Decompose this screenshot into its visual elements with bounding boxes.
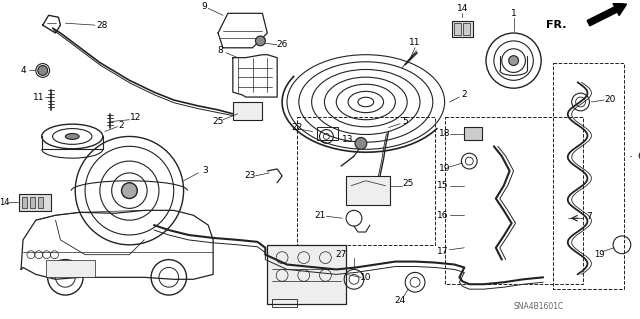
Text: 7: 7 — [587, 212, 592, 221]
Text: 26: 26 — [276, 40, 288, 49]
Circle shape — [509, 56, 518, 65]
Text: 19: 19 — [594, 250, 605, 259]
Text: 11: 11 — [410, 38, 421, 48]
Text: FR.: FR. — [547, 20, 567, 30]
Bar — [38, 197, 43, 208]
Text: 16: 16 — [437, 211, 449, 220]
Bar — [445, 117, 582, 284]
Text: 22: 22 — [291, 123, 303, 132]
Bar — [19, 194, 51, 211]
Bar — [297, 117, 435, 245]
Text: 9: 9 — [202, 2, 207, 11]
Text: 11: 11 — [33, 93, 45, 101]
Bar — [272, 299, 297, 307]
Bar — [346, 176, 390, 205]
Text: 21: 21 — [315, 211, 326, 220]
Bar — [268, 245, 346, 304]
Bar — [45, 260, 95, 277]
Text: 12: 12 — [130, 113, 141, 122]
Circle shape — [255, 36, 266, 46]
Text: 14: 14 — [457, 4, 468, 13]
Text: 24: 24 — [395, 296, 406, 306]
Bar — [30, 197, 35, 208]
Text: 2: 2 — [118, 121, 124, 130]
Bar — [454, 23, 461, 35]
Text: 27: 27 — [335, 250, 347, 259]
Bar — [465, 127, 482, 140]
Bar — [452, 21, 473, 37]
Text: SNA4B1601C: SNA4B1601C — [513, 302, 563, 311]
Text: 28: 28 — [96, 21, 108, 30]
Text: 14: 14 — [0, 198, 10, 207]
Circle shape — [122, 183, 138, 198]
Text: 18: 18 — [439, 129, 451, 138]
Text: 23: 23 — [244, 171, 255, 180]
Circle shape — [355, 137, 367, 149]
Text: 15: 15 — [437, 181, 449, 190]
Text: 1: 1 — [511, 9, 516, 18]
Text: 6: 6 — [638, 152, 640, 161]
Text: 17: 17 — [437, 247, 449, 256]
Bar — [463, 23, 470, 35]
Text: 20: 20 — [604, 94, 616, 104]
Bar — [22, 197, 27, 208]
Text: 4: 4 — [20, 66, 26, 75]
Text: 5: 5 — [403, 117, 408, 126]
Bar — [233, 102, 262, 120]
Ellipse shape — [65, 134, 79, 139]
Text: 3: 3 — [202, 167, 208, 175]
Text: 8: 8 — [217, 46, 223, 55]
FancyArrow shape — [587, 3, 627, 26]
Text: 25: 25 — [212, 117, 224, 126]
Text: 10: 10 — [360, 273, 372, 282]
Bar — [317, 127, 338, 140]
Bar — [553, 63, 624, 289]
Text: 13: 13 — [342, 135, 354, 144]
Circle shape — [38, 65, 47, 75]
Text: 2: 2 — [461, 90, 467, 99]
Text: 25: 25 — [403, 179, 414, 188]
Text: 19: 19 — [439, 165, 451, 174]
